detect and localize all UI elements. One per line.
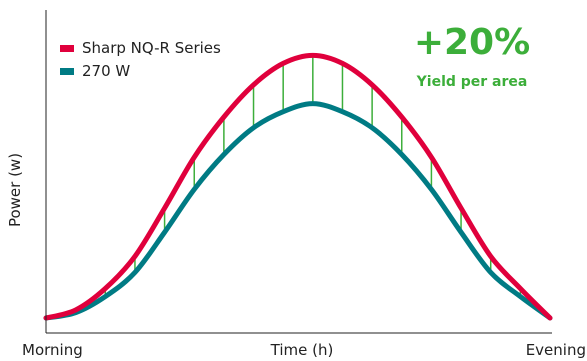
highlight-value: +20% — [414, 22, 530, 63]
legend: Sharp NQ-R Series 270 W — [60, 39, 221, 80]
highlight-caption: Yield per area — [416, 74, 528, 90]
series-line-270w — [43, 101, 553, 321]
difference-markers — [104, 55, 522, 297]
legend-label-sharp: Sharp NQ-R Series — [82, 39, 221, 57]
y-axis-label: Power (w) — [6, 153, 24, 227]
legend-label-270w: 270 W — [82, 62, 130, 80]
x-axis-label: Time (h) — [270, 341, 334, 359]
legend-swatch-sharp — [60, 45, 74, 52]
series-lines — [43, 52, 553, 321]
x-end-label: Evening — [526, 341, 586, 359]
x-start-label: Morning — [22, 341, 83, 359]
legend-swatch-270w — [60, 68, 74, 75]
series-line-sharp — [43, 52, 553, 321]
